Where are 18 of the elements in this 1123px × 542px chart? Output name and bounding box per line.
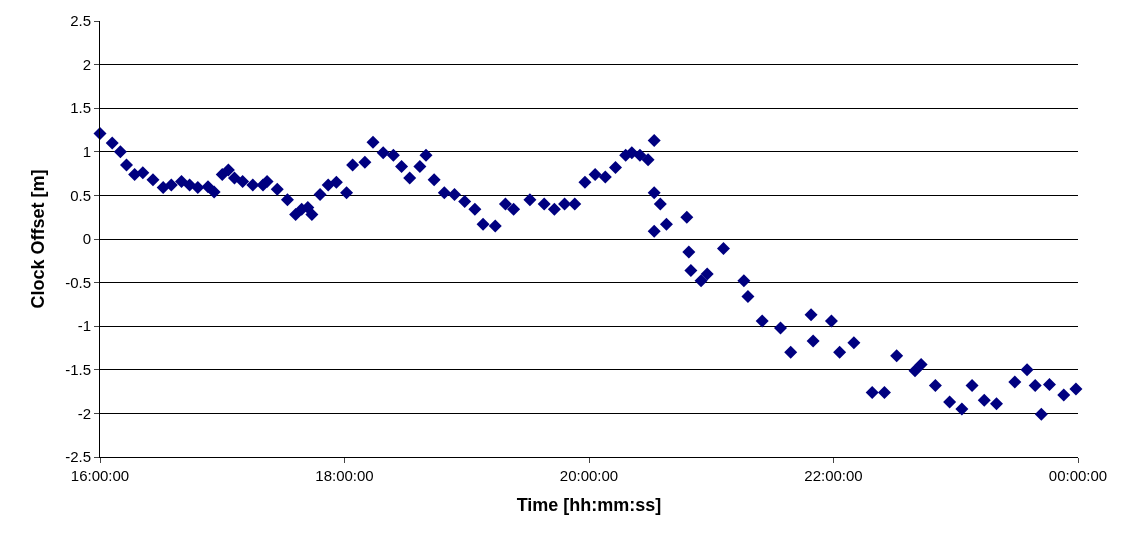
y-tick-label: -2.5	[65, 448, 91, 466]
x-tick-label: 20:00:00	[559, 467, 619, 484]
y-tick-label: -1	[77, 317, 91, 335]
x-axis-title: Time [hh:mm:ss]	[516, 495, 662, 516]
y-tick-label: -1.5	[65, 361, 91, 379]
x-tick-label: 22:00:00	[804, 467, 863, 484]
y-axis-title: Clock Offset [m]	[28, 169, 49, 309]
y-tick-label: 1	[82, 143, 91, 161]
y-tick-label: 0.5	[70, 186, 91, 204]
y-tick-label: 2	[82, 55, 91, 73]
y-tick-label: 2.5	[70, 12, 91, 30]
y-tick-label: -0.5	[65, 273, 91, 291]
x-tick-label: 18:00:00	[315, 467, 374, 484]
x-tick-label: 00:00:00	[1048, 467, 1108, 484]
x-tick-label: 16:00:00	[70, 467, 130, 484]
y-tick-label: 1.5	[70, 99, 91, 117]
y-tick-label: -2	[77, 404, 91, 422]
y-tick-label: 0	[82, 230, 91, 248]
